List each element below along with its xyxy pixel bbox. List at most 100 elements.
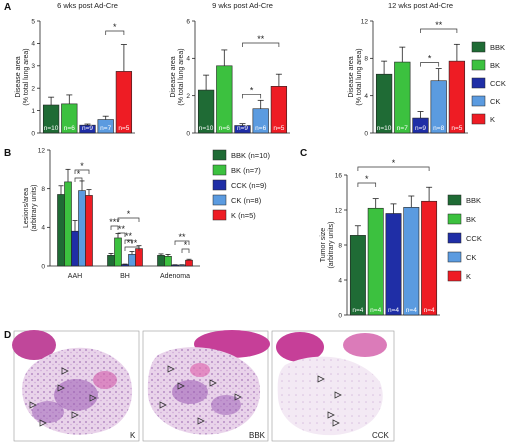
chart-3: 0 4 8 12 Lesions/area (arbitrary units) AAH BH A… xyxy=(23,147,200,280)
significance-bracket xyxy=(117,217,140,222)
y-tick-label: 12 xyxy=(335,207,343,214)
bar-bk xyxy=(367,207,384,316)
y-tick-label: 12 xyxy=(361,18,369,25)
n-label: n=10 xyxy=(199,125,214,132)
legend-a-swatch xyxy=(471,77,486,89)
significance-bracket xyxy=(420,28,458,33)
chart-0: 0 1 2 3 4 5 6 wks post Ad-Cre Disease area (% to… xyxy=(15,1,135,137)
bar-cck xyxy=(385,213,402,316)
n-label: n=10 xyxy=(377,125,392,132)
bar-k xyxy=(448,60,466,134)
legend-b-label: CCK (n=9) xyxy=(231,181,267,190)
y-tick-label: 0 xyxy=(338,312,342,319)
significance-label: * xyxy=(80,161,84,171)
y-tick-label: 5 xyxy=(31,18,35,25)
bar-bk xyxy=(114,237,122,267)
bar-bk xyxy=(394,61,411,134)
n-label: n=8 xyxy=(433,125,444,132)
bar-bbk xyxy=(57,194,65,267)
significance-label: * xyxy=(113,22,117,32)
significance-bracket xyxy=(124,246,140,251)
n-label: n=7 xyxy=(397,125,408,132)
significance-bracket xyxy=(105,30,125,35)
y-axis-label: (arbitrary units) xyxy=(328,221,335,268)
y-axis-label: (% total lung area) xyxy=(178,48,185,105)
legend-c-label: CCK xyxy=(466,234,482,243)
n-label: n=4 xyxy=(388,307,399,314)
micrograph-k: K xyxy=(12,330,140,442)
legend-c-swatch xyxy=(447,251,462,263)
legend-c-label: BK xyxy=(466,215,476,224)
panel-letter-c: C xyxy=(300,148,307,159)
n-label: n=4 xyxy=(352,307,363,314)
legend-b-swatch xyxy=(212,194,227,206)
significance-label: *** xyxy=(109,217,120,227)
panel-letter-d: D xyxy=(4,330,11,341)
micrograph-bbk: BBK xyxy=(142,330,270,442)
significance-bracket xyxy=(181,248,190,253)
bar-cck xyxy=(171,264,179,267)
legend-b-swatch xyxy=(212,164,227,176)
y-tick-label: 4 xyxy=(338,277,342,284)
significance-label: ** xyxy=(257,34,265,44)
significance-bracket xyxy=(242,42,280,47)
chart-4: 0 4 8 12 16 Tumor size (arbitrary units) n=4 n=4… xyxy=(320,158,440,319)
y-tick-label: 0 xyxy=(364,130,368,137)
legend-a-label: CK xyxy=(490,97,500,106)
chart-title: 9 wks post Ad-Cre xyxy=(212,1,273,10)
n-label: n=4 xyxy=(406,307,417,314)
bar-bk xyxy=(164,256,172,267)
y-tick-label: 4 xyxy=(364,93,368,100)
x-group-label: Adenoma xyxy=(160,273,190,280)
n-label: n=4 xyxy=(370,307,381,314)
n-label: n=5 xyxy=(118,125,129,132)
legend-c-label: CK xyxy=(466,253,476,262)
bar-cck xyxy=(79,124,96,134)
y-tick-label: 16 xyxy=(335,172,343,179)
bar-ck xyxy=(128,254,136,267)
legend-a-label: BK xyxy=(490,61,500,70)
legend-b-label: BBK (n=10) xyxy=(231,151,270,160)
y-tick-label: 0 xyxy=(31,130,35,137)
y-tick-label: 12 xyxy=(38,147,46,154)
significance-label: * xyxy=(250,85,254,95)
legend-a-swatch xyxy=(471,113,486,125)
y-axis-label: Disease area xyxy=(348,56,355,97)
bar-bk xyxy=(61,103,78,134)
bar-bbk xyxy=(107,255,115,267)
y-tick-label: 6 xyxy=(186,18,190,25)
legend-c-swatch xyxy=(447,213,462,225)
bar-bbk xyxy=(375,73,393,134)
legend-c-swatch xyxy=(447,270,462,282)
bar-bbk xyxy=(42,104,60,134)
n-label: n=9 xyxy=(82,125,93,132)
n-label: n=6 xyxy=(255,125,266,132)
y-tick-label: 4 xyxy=(31,41,35,48)
significance-label: ** xyxy=(178,232,186,242)
micrographs: K BBK CCK xyxy=(12,330,395,442)
legend-c-swatch xyxy=(447,232,462,244)
bar-ck xyxy=(252,108,269,134)
bar-ck xyxy=(430,80,447,134)
n-label: n=4 xyxy=(424,307,435,314)
bar-cck xyxy=(71,230,79,267)
y-tick-label: 8 xyxy=(338,242,342,249)
significance-bracket xyxy=(124,239,133,244)
legend-a-label: BBK xyxy=(490,43,505,52)
n-label: n=10 xyxy=(44,125,59,132)
significance-bracket xyxy=(420,62,440,67)
y-axis-label: (% total lung area) xyxy=(23,48,30,105)
significance-label: ** xyxy=(125,231,133,241)
significance-label: * xyxy=(428,54,432,64)
y-tick-label: 2 xyxy=(186,93,190,100)
bar-k xyxy=(421,200,438,316)
bar-bbk xyxy=(349,235,366,316)
n-label: n=6 xyxy=(219,125,230,132)
legend-a-swatch xyxy=(471,95,486,107)
panel-letter-b: B xyxy=(4,148,11,159)
legend-c-swatch xyxy=(447,194,462,206)
y-tick-label: 8 xyxy=(364,56,368,63)
significance-label: ** xyxy=(118,224,126,234)
significance-bracket xyxy=(242,93,262,99)
chart-title: 12 wks post Ad-Cre xyxy=(388,1,453,10)
